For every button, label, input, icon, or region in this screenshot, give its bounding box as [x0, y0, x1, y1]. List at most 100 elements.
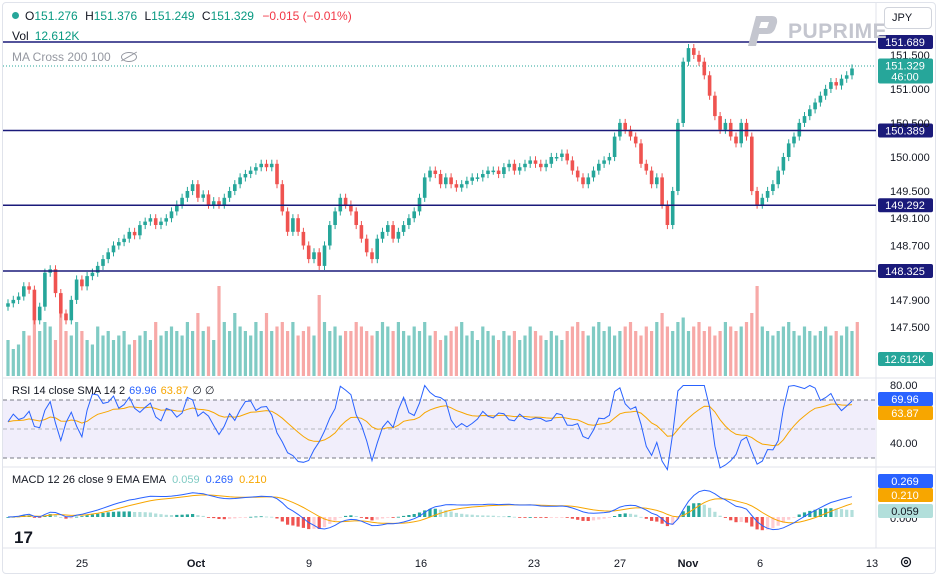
candle-body — [269, 163, 274, 168]
macd-histogram-bar — [391, 517, 395, 518]
price-tick-label: 147.500 — [890, 322, 930, 334]
volume-bar — [618, 331, 622, 376]
macd-histogram-bar — [739, 517, 743, 522]
rsi-line — [7, 384, 853, 472]
macd-histogram-bar — [449, 511, 453, 517]
volume-bar — [301, 331, 305, 376]
volume-legend[interactable]: Vol 12.612K — [12, 29, 79, 43]
candle-body — [233, 184, 237, 191]
macd-histogram-bar — [576, 517, 580, 520]
volume-bar — [111, 340, 116, 376]
macd-histogram-bar — [797, 514, 801, 517]
macd-histogram-bar — [322, 517, 327, 528]
candle-body — [201, 194, 205, 198]
macd-histogram-bar — [623, 513, 627, 517]
hidden-eye-icon[interactable] — [120, 52, 137, 62]
x-tick-label: Oct — [187, 558, 206, 570]
volume-bar — [591, 326, 596, 376]
macd-histogram-bar — [423, 510, 427, 517]
rsi-legend[interactable]: RSI 14 close SMA 14 2 69.96 63.87 ∅ ∅ — [12, 384, 214, 397]
volume-bar — [497, 340, 501, 376]
volume-bar — [544, 340, 548, 376]
candle-body — [227, 191, 232, 198]
gear-icon[interactable] — [900, 556, 912, 568]
candle-body — [243, 174, 248, 178]
candle-body — [496, 170, 501, 174]
candle-body — [765, 191, 770, 198]
volume-bar — [349, 331, 353, 376]
candle-body — [401, 225, 406, 232]
macd-histogram-bar — [602, 517, 606, 519]
volume-bar — [465, 335, 469, 376]
macd-legend[interactable]: MACD 12 26 close 9 EMA EMA 0.059 0.269 0.21… — [12, 474, 267, 486]
level-label-bg-2 — [878, 198, 933, 213]
macd-histogram-bar — [650, 517, 654, 521]
candle-body — [681, 61, 685, 123]
macd-histogram-bar — [597, 517, 601, 520]
volume-bar — [101, 335, 105, 376]
macd-histogram-bar — [475, 515, 480, 517]
candle-body — [565, 153, 569, 161]
macd-histogram-bar — [402, 515, 406, 517]
volume-bar — [80, 331, 84, 376]
macd-histogram-bar — [787, 517, 791, 520]
macd-histogram-bar — [291, 517, 295, 526]
ma-cross-label: MA Cross 200 100 — [12, 50, 111, 64]
volume-bar — [380, 322, 385, 376]
macd-histogram-bar — [180, 514, 184, 517]
candle-body — [844, 75, 849, 79]
volume-bar — [644, 326, 648, 376]
close-value: 151.329 — [210, 9, 254, 23]
currency-selector[interactable]: JPY — [884, 7, 932, 29]
volume-bar — [449, 331, 453, 376]
candle-body — [386, 225, 390, 232]
candle-body — [117, 242, 121, 246]
candle-body — [275, 163, 279, 185]
volume-bar — [344, 331, 348, 376]
macd-histogram-bar — [270, 516, 274, 518]
candle-body — [829, 82, 833, 89]
volume-bar — [206, 326, 211, 376]
macd-histogram-bar — [185, 514, 189, 517]
candle-body — [101, 259, 105, 266]
volume-bar — [69, 335, 73, 376]
volume-bar — [829, 335, 833, 376]
macd-histogram-bar — [512, 516, 516, 518]
volume-bar — [259, 331, 263, 376]
candle-body — [533, 160, 538, 164]
macd-histogram-bar — [228, 517, 232, 519]
tradingview-logo-icon[interactable]: 17 — [14, 528, 33, 547]
macd-histogram-bar — [222, 517, 226, 520]
volume-bar — [839, 335, 844, 376]
candle-body — [707, 75, 712, 96]
candle-body — [465, 180, 469, 185]
macd-histogram-bar — [702, 504, 706, 517]
volume-bar — [64, 331, 68, 376]
candle-body — [354, 211, 358, 225]
candle-body — [517, 167, 522, 171]
volume-bar — [11, 349, 15, 376]
candle-body — [317, 252, 321, 266]
candle-body — [760, 197, 765, 205]
macd-histogram-bar — [206, 517, 211, 518]
volume-bar — [365, 331, 369, 376]
candle-body — [839, 78, 844, 86]
candle-body — [628, 129, 633, 137]
volume-bar — [755, 286, 759, 376]
macd-histogram-bar — [53, 514, 58, 517]
macd-histogram-bar — [539, 517, 543, 518]
volume-bar — [570, 326, 574, 376]
candle-body — [459, 184, 464, 188]
macd-histogram-bar — [365, 517, 369, 519]
rsi-value: 69.96 — [129, 385, 157, 397]
candle-body — [560, 153, 564, 157]
volume-bar — [692, 326, 696, 376]
volume-bar — [729, 326, 733, 376]
ma-cross-legend[interactable]: MA Cross 200 100 — [12, 50, 137, 64]
rsi-tick-label: 80.00 — [890, 380, 918, 392]
candle-body — [422, 177, 427, 198]
macd-histogram-bar — [591, 517, 596, 521]
macd-histogram-bar — [412, 514, 416, 517]
volume-bar — [169, 326, 174, 376]
